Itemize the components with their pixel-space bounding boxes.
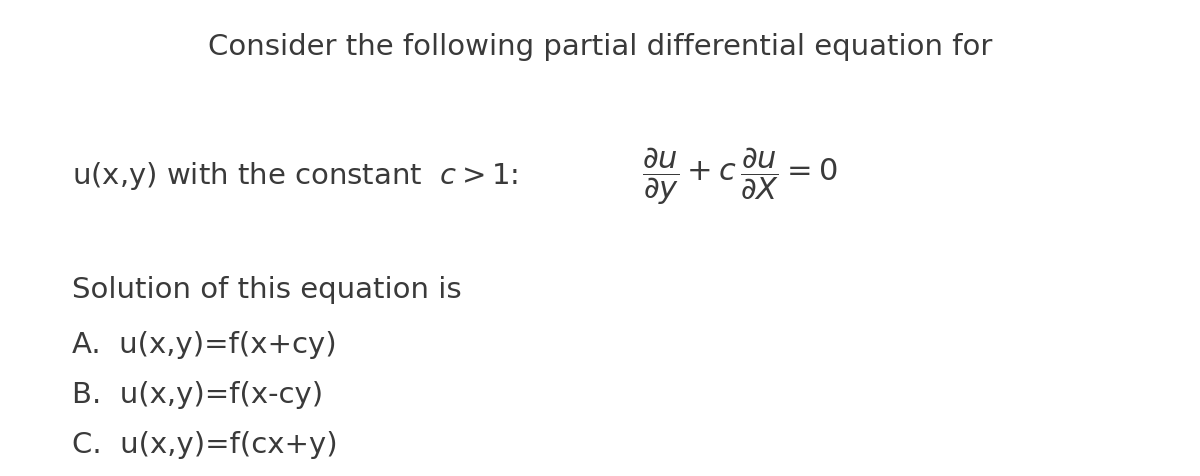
Text: $\dfrac{\partial u}{\partial y} + c\,\dfrac{\partial u}{\partial X} = 0$: $\dfrac{\partial u}{\partial y} + c\,\df… — [642, 145, 838, 207]
Text: Consider the following partial differential equation for: Consider the following partial different… — [208, 33, 992, 61]
Text: Solution of this equation is: Solution of this equation is — [72, 277, 462, 304]
Text: C.  u(x,y)=f(cx+y): C. u(x,y)=f(cx+y) — [72, 431, 337, 459]
Text: u(x,y) with the constant  $\mathit{c}>1$:: u(x,y) with the constant $\mathit{c}>1$: — [72, 160, 518, 192]
Text: B.  u(x,y)=f(x-cy): B. u(x,y)=f(x-cy) — [72, 381, 323, 409]
Text: A.  u(x,y)=f(x+cy): A. u(x,y)=f(x+cy) — [72, 331, 337, 359]
